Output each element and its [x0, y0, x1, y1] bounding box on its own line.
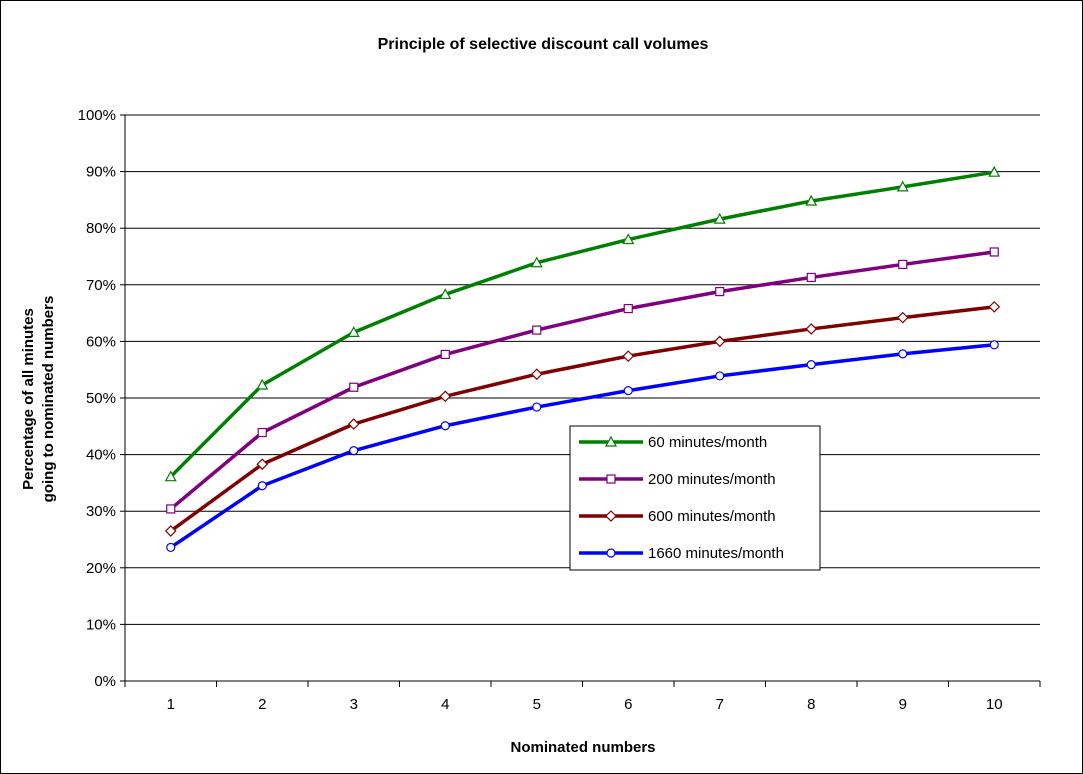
- legend: 60 minutes/month 200 minutes/month 600 min…: [569, 425, 821, 571]
- square-marker: [715, 286, 725, 297]
- legend-label: 1660 minutes/month: [648, 545, 784, 562]
- circle-marker: [806, 360, 816, 370]
- diamond-marker: [256, 458, 269, 471]
- square-marker: [623, 303, 633, 314]
- series-3: [164, 301, 1001, 537]
- x-tick-label: 4: [441, 696, 449, 713]
- circle-marker: [166, 542, 176, 553]
- square-marker: [606, 474, 616, 484]
- y-axis-title-line-1: Percentage of all minutes: [20, 308, 37, 490]
- series-4: [166, 340, 999, 553]
- x-tick-label: 9: [899, 696, 907, 713]
- x-tick-label: 3: [350, 696, 358, 713]
- triangle-marker: [713, 212, 726, 224]
- y-tick-label: 100%: [78, 107, 116, 124]
- chart-title: Principle of selective discount call vol…: [378, 36, 709, 53]
- series-1: [164, 165, 1001, 482]
- circle-marker: [623, 386, 633, 396]
- square-marker: [166, 504, 176, 514]
- diamond-marker: [988, 301, 1001, 313]
- series-lines: [164, 165, 1001, 553]
- x-tick-label: 10: [986, 696, 1003, 713]
- x-tick-label: 5: [533, 696, 541, 713]
- y-tick-label: 80%: [86, 220, 116, 237]
- diamond-marker: [530, 368, 543, 381]
- triangle-marker: [604, 435, 618, 447]
- legend-label: 600 minutes/month: [648, 508, 776, 525]
- x-tick-label: 1: [167, 696, 175, 713]
- x-tick-label: 8: [807, 696, 815, 713]
- circle-marker: [989, 340, 999, 350]
- triangle-marker: [439, 288, 452, 300]
- square-marker: [989, 247, 999, 257]
- square-marker: [349, 382, 359, 392]
- diamond-marker: [439, 390, 452, 403]
- x-tick-label: 2: [258, 696, 266, 713]
- series-line: [169, 343, 995, 549]
- x-tick-label: 7: [716, 696, 724, 713]
- diamond-marker: [896, 311, 909, 324]
- diamond-marker: [605, 510, 617, 522]
- y-tick-label: 90%: [86, 164, 116, 181]
- series-line: [169, 250, 995, 511]
- series-2: [166, 247, 999, 514]
- diamond-marker: [622, 350, 635, 362]
- square-marker: [806, 272, 816, 283]
- y-tick-label: 40%: [86, 447, 116, 464]
- y-tick-label: 60%: [86, 333, 116, 350]
- triangle-marker: [347, 326, 360, 337]
- diamond-marker: [164, 525, 177, 537]
- square-marker: [440, 349, 450, 360]
- circle-marker: [898, 349, 908, 359]
- triangle-marker: [530, 256, 543, 268]
- diamond-marker: [713, 335, 726, 348]
- legend-box: [569, 425, 821, 571]
- axes: 0% 10% 20% 30% 40% 50% 60% 70% 80% 90% 100% 1 2 3 4 5 6 7…: [78, 107, 1041, 713]
- legend-label: 60 minutes/month: [648, 434, 767, 451]
- y-tick-label: 30%: [86, 503, 116, 520]
- diamond-marker: [805, 323, 818, 335]
- x-tick-label: 6: [624, 696, 632, 713]
- circle-marker: [257, 481, 267, 491]
- y-axis-title-line-2: going to nominated numbers: [40, 296, 57, 503]
- series-line: [169, 170, 995, 478]
- triangle-marker: [256, 378, 269, 390]
- triangle-marker: [622, 233, 635, 245]
- circle-marker: [440, 421, 450, 431]
- triangle-marker: [805, 194, 818, 206]
- circle-marker: [715, 371, 725, 381]
- triangle-marker: [896, 180, 909, 192]
- x-axis-title: Nominated numbers: [510, 739, 655, 756]
- y-tick-label: 70%: [86, 277, 116, 294]
- square-marker: [898, 259, 908, 270]
- triangle-marker: [988, 165, 1001, 177]
- circle-marker: [606, 548, 616, 558]
- y-tick-label: 0%: [94, 673, 116, 690]
- triangle-marker: [164, 470, 177, 482]
- y-tick-label: 10%: [86, 616, 116, 633]
- square-marker: [257, 427, 267, 438]
- diamond-marker: [347, 418, 360, 430]
- circle-marker: [532, 402, 542, 412]
- series-line: [169, 305, 995, 533]
- square-marker: [532, 325, 542, 335]
- y-tick-label: 20%: [86, 560, 116, 577]
- legend-label: 200 minutes/month: [648, 471, 776, 488]
- circle-marker: [349, 446, 359, 456]
- y-tick-label: 50%: [86, 390, 116, 407]
